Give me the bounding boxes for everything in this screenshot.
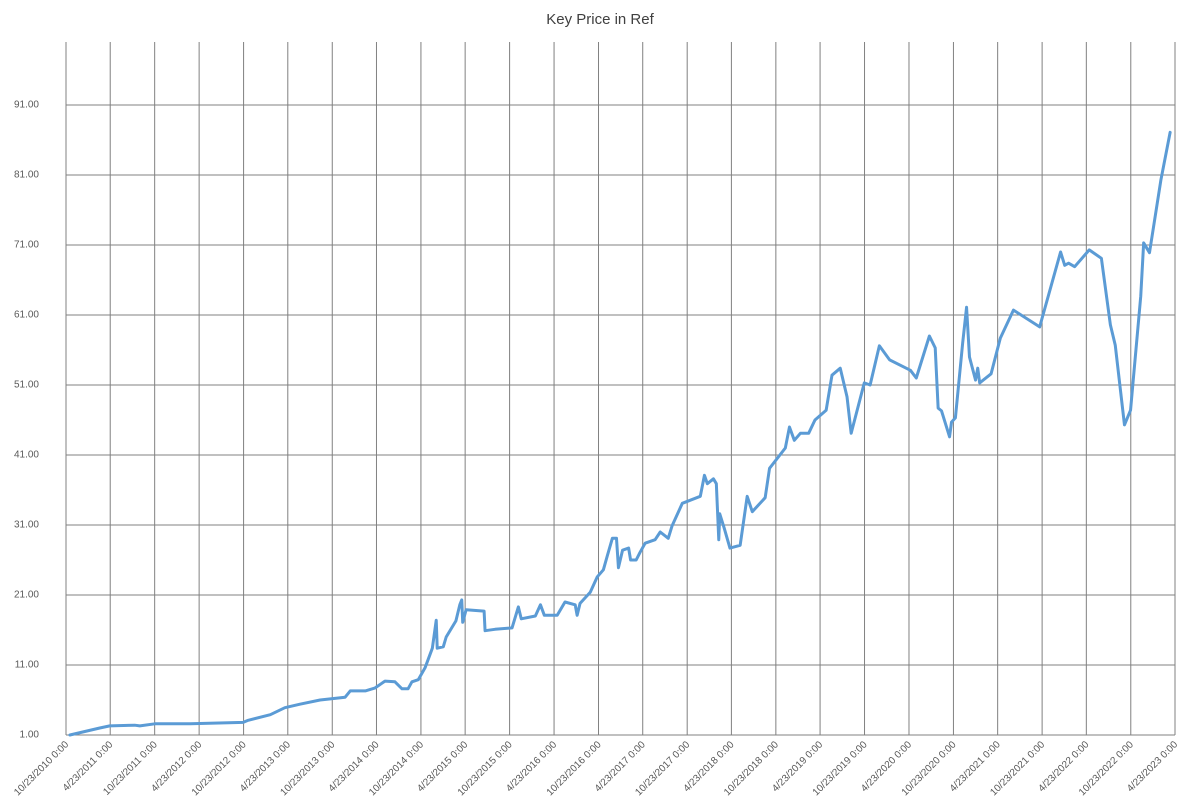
- x-tick-label: 10/23/2010 0:00: [12, 739, 71, 798]
- y-tick-label: 51.00: [14, 380, 39, 391]
- y-tick-label: 21.00: [14, 590, 39, 601]
- y-tick-label: 81.00: [14, 170, 39, 181]
- chart-title: Key Price in Ref: [546, 11, 654, 28]
- y-tick-label: 1.00: [20, 730, 40, 741]
- price-line: [68, 130, 1172, 737]
- y-tick-label: 41.00: [14, 450, 39, 461]
- y-tick-label: 71.00: [14, 240, 39, 251]
- y-tick-label: 11.00: [15, 660, 40, 671]
- y-tick-label: 61.00: [14, 310, 39, 321]
- y-tick-label: 91.00: [14, 100, 39, 111]
- y-tick-label: 31.00: [14, 520, 39, 531]
